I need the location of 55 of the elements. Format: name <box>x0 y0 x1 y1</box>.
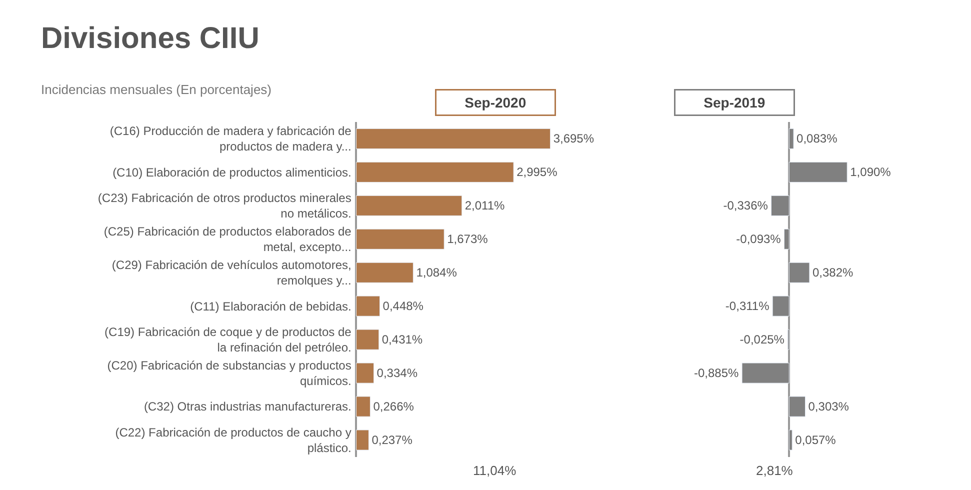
text: Sep-2020 <box>464 94 526 110</box>
data-label: 2,011% <box>464 198 506 213</box>
data-label: 0,448% <box>382 299 424 314</box>
bar <box>356 228 444 250</box>
data-label: -0,311% <box>725 299 770 314</box>
bar <box>356 430 369 450</box>
y-tick-label: (C10) Elaboración de productos alimenticios. <box>112 165 352 180</box>
data-label: -0,025% <box>740 332 785 347</box>
data-label: 1,673% <box>447 232 488 246</box>
data-label: 0,382% <box>812 266 854 280</box>
bar <box>356 296 380 316</box>
bar <box>356 128 551 149</box>
text: 11,04% <box>473 463 517 478</box>
y-tick-label: (C11) Elaboración de bebidas. <box>190 299 352 314</box>
y-tick-label: (C23) Fabricación de otros productos minerales no metálicos. <box>98 191 352 221</box>
bar <box>356 329 380 350</box>
text: Incidencias mensuales (En porcentajes) <box>41 82 272 97</box>
data-label: 0,303% <box>808 400 850 414</box>
bar <box>788 162 848 182</box>
text: Sep-2019 <box>704 94 766 110</box>
bar <box>356 396 370 417</box>
data-label: -0,885% <box>694 366 740 380</box>
bar <box>770 195 790 216</box>
data-label: 2,995% <box>516 165 558 180</box>
data-label: 0,266% <box>373 400 414 414</box>
y-tick-label: (C16) Producción de madera y fabricación de productos de madera y... <box>110 124 352 154</box>
data-label: -0,093% <box>736 232 782 246</box>
data-label: -0,336% <box>723 198 768 213</box>
bar <box>788 128 794 149</box>
bar <box>356 262 414 283</box>
y-tick-label: (C20) Fabricación de substancias y productos químicos. <box>107 358 352 388</box>
data-label: 3,695% <box>553 132 594 146</box>
y-tick-label: (C32) Otras industrias manufactureras. <box>144 400 352 414</box>
data-label: 1,084% <box>416 266 458 280</box>
bar <box>356 195 462 216</box>
bar <box>788 262 810 283</box>
bar <box>742 362 790 384</box>
text: 2,81% <box>756 463 794 478</box>
data-label: 1,090% <box>850 165 892 180</box>
chart-title: Divisiones CIIU <box>41 22 260 55</box>
bar <box>788 396 806 417</box>
data-label: 0,334% <box>376 366 418 380</box>
bar <box>784 228 790 250</box>
data-label: 0,237% <box>372 433 413 448</box>
y-tick-label: (C25) Fabricación de productos elaborados de metal, excepto... <box>104 224 352 254</box>
data-label: 0,083% <box>796 132 838 146</box>
bar <box>356 362 374 384</box>
data-label: 0,057% <box>795 433 836 448</box>
y-tick-label: (C22) Fabricación de productos de caucho y plástico. <box>115 425 352 456</box>
y-tick-label: (C29) Fabricación de vehículos automotores, remolques y... <box>112 258 352 288</box>
y-tick-label: (C19) Fabricación de coque y de productos de la refinación del petróleo. <box>104 324 352 355</box>
data-label: 0,431% <box>382 332 423 347</box>
bar <box>788 430 792 450</box>
bar <box>772 296 790 316</box>
bar <box>356 162 514 182</box>
